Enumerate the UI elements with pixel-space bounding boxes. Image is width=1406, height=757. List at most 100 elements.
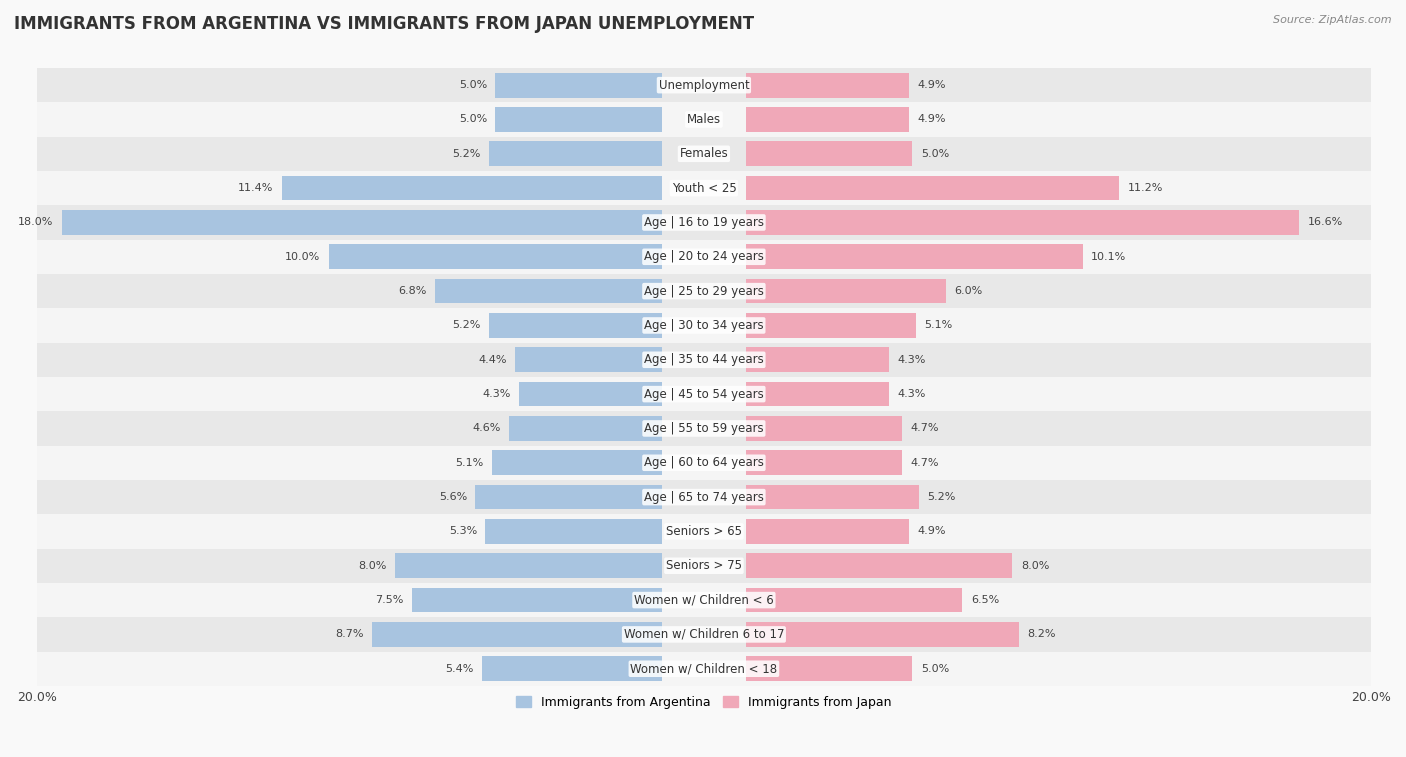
Bar [745, 245, 1083, 269]
Bar [745, 450, 903, 475]
Text: 4.7%: 4.7% [911, 458, 939, 468]
Bar [745, 210, 1299, 235]
Bar [37, 446, 1371, 480]
Bar [745, 73, 910, 98]
Text: 5.1%: 5.1% [924, 320, 952, 331]
Bar [37, 583, 1371, 617]
Text: 4.3%: 4.3% [482, 389, 510, 399]
Bar [745, 519, 910, 544]
Bar [283, 176, 662, 201]
Bar [373, 622, 662, 646]
Text: Age | 35 to 44 years: Age | 35 to 44 years [644, 354, 763, 366]
Text: Seniors > 65: Seniors > 65 [666, 525, 742, 538]
Text: 7.5%: 7.5% [375, 595, 404, 605]
Bar [745, 313, 915, 338]
Text: Age | 30 to 34 years: Age | 30 to 34 years [644, 319, 763, 332]
Text: Age | 20 to 24 years: Age | 20 to 24 years [644, 251, 763, 263]
Text: 8.7%: 8.7% [335, 629, 364, 640]
Text: 5.6%: 5.6% [439, 492, 467, 502]
Bar [62, 210, 662, 235]
Text: 10.1%: 10.1% [1091, 252, 1126, 262]
Text: 4.3%: 4.3% [897, 389, 925, 399]
Text: 5.2%: 5.2% [928, 492, 956, 502]
Bar [509, 416, 662, 441]
Bar [436, 279, 662, 304]
Text: Age | 45 to 54 years: Age | 45 to 54 years [644, 388, 763, 400]
Text: 5.4%: 5.4% [446, 664, 474, 674]
Bar [745, 176, 1119, 201]
Text: 5.0%: 5.0% [921, 149, 949, 159]
Text: 5.0%: 5.0% [921, 664, 949, 674]
Text: 6.5%: 6.5% [970, 595, 1000, 605]
Bar [745, 622, 1019, 646]
Text: 11.4%: 11.4% [238, 183, 274, 193]
Text: Seniors > 75: Seniors > 75 [666, 559, 742, 572]
Text: 18.0%: 18.0% [18, 217, 53, 227]
Text: Women w/ Children 6 to 17: Women w/ Children 6 to 17 [624, 628, 785, 641]
Text: 6.8%: 6.8% [399, 286, 427, 296]
Bar [745, 416, 903, 441]
Bar [745, 382, 889, 407]
Bar [37, 137, 1371, 171]
Bar [37, 411, 1371, 446]
Text: 8.2%: 8.2% [1028, 629, 1056, 640]
Bar [37, 480, 1371, 514]
Bar [489, 313, 662, 338]
Bar [37, 514, 1371, 549]
Text: 8.0%: 8.0% [1021, 561, 1049, 571]
Bar [37, 274, 1371, 308]
Text: 8.0%: 8.0% [359, 561, 387, 571]
Bar [489, 142, 662, 167]
Text: 4.4%: 4.4% [478, 355, 508, 365]
Text: Unemployment: Unemployment [658, 79, 749, 92]
Text: 4.9%: 4.9% [917, 80, 946, 90]
Text: 5.1%: 5.1% [456, 458, 484, 468]
Text: 4.9%: 4.9% [917, 526, 946, 537]
Bar [37, 549, 1371, 583]
Text: 4.9%: 4.9% [917, 114, 946, 124]
Text: Age | 65 to 74 years: Age | 65 to 74 years [644, 491, 763, 503]
Bar [495, 73, 662, 98]
Text: 4.7%: 4.7% [911, 423, 939, 434]
Text: 11.2%: 11.2% [1128, 183, 1163, 193]
Text: Women w/ Children < 18: Women w/ Children < 18 [630, 662, 778, 675]
Bar [485, 519, 662, 544]
Text: Age | 60 to 64 years: Age | 60 to 64 years [644, 456, 763, 469]
Bar [37, 102, 1371, 137]
Text: Youth < 25: Youth < 25 [672, 182, 737, 195]
Bar [37, 308, 1371, 343]
Bar [745, 656, 912, 681]
Bar [495, 107, 662, 132]
Bar [745, 553, 1012, 578]
Text: Males: Males [688, 113, 721, 126]
Bar [519, 382, 662, 407]
Bar [37, 240, 1371, 274]
Bar [745, 142, 912, 167]
Bar [745, 587, 963, 612]
Bar [492, 450, 662, 475]
Bar [482, 656, 662, 681]
Bar [745, 107, 910, 132]
Bar [37, 343, 1371, 377]
Bar [516, 347, 662, 372]
Text: 4.3%: 4.3% [897, 355, 925, 365]
Text: 16.6%: 16.6% [1308, 217, 1343, 227]
Bar [37, 652, 1371, 686]
Bar [329, 245, 662, 269]
Bar [475, 484, 662, 509]
Text: 6.0%: 6.0% [955, 286, 983, 296]
Legend: Immigrants from Argentina, Immigrants from Japan: Immigrants from Argentina, Immigrants fr… [512, 690, 897, 714]
Bar [395, 553, 662, 578]
Text: 5.0%: 5.0% [458, 80, 486, 90]
Text: Source: ZipAtlas.com: Source: ZipAtlas.com [1274, 15, 1392, 25]
Text: Age | 25 to 29 years: Age | 25 to 29 years [644, 285, 763, 298]
Bar [37, 205, 1371, 240]
Text: 5.2%: 5.2% [453, 149, 481, 159]
Text: 5.3%: 5.3% [449, 526, 477, 537]
Text: 10.0%: 10.0% [285, 252, 321, 262]
Text: Females: Females [679, 148, 728, 160]
Text: IMMIGRANTS FROM ARGENTINA VS IMMIGRANTS FROM JAPAN UNEMPLOYMENT: IMMIGRANTS FROM ARGENTINA VS IMMIGRANTS … [14, 15, 754, 33]
Bar [412, 587, 662, 612]
Bar [745, 347, 889, 372]
Text: Age | 55 to 59 years: Age | 55 to 59 years [644, 422, 763, 435]
